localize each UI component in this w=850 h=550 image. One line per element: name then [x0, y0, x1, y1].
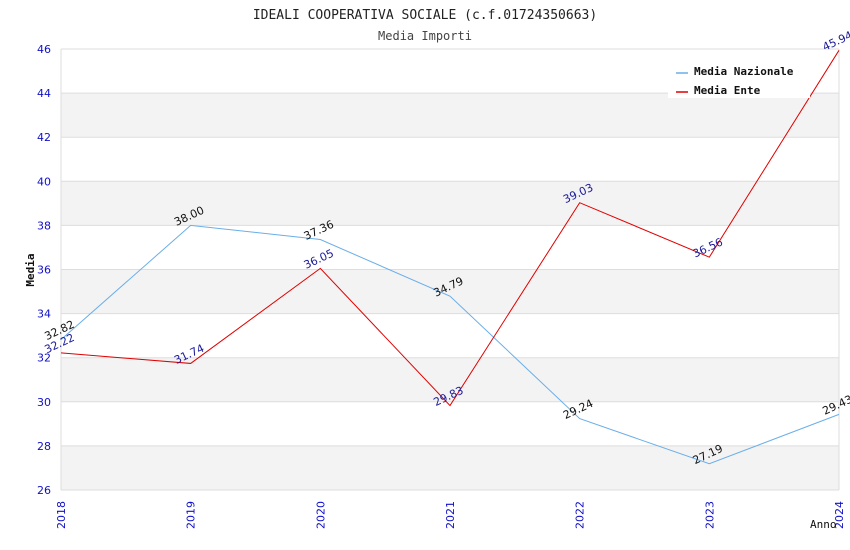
y-tick-label: 28	[37, 440, 51, 453]
y-tick-label: 36	[37, 264, 51, 277]
grid-lines	[60, 48, 840, 491]
x-tick-label: 2022	[574, 501, 587, 529]
plot-band	[61, 93, 839, 138]
plot-band	[61, 357, 839, 402]
x-tick-label: 2023	[703, 501, 716, 529]
plot-band	[61, 269, 839, 314]
y-axis-ticks: 26 28 30 32 34 36 38 40 42 44 46	[37, 43, 51, 497]
y-axis-label: Media	[24, 253, 37, 286]
x-tick-label: 2018	[55, 501, 68, 529]
plot-band	[61, 225, 839, 270]
y-tick-label: 46	[37, 43, 51, 56]
plot-band	[61, 137, 839, 182]
y-tick-label: 32	[37, 352, 51, 365]
y-tick-label: 40	[37, 175, 51, 188]
x-tick-label: 2024	[833, 501, 846, 529]
legend-entry-media-ente: Media Ente	[694, 84, 761, 97]
y-tick-label: 44	[37, 87, 51, 100]
y-tick-label: 26	[37, 484, 51, 497]
series-lines	[60, 50, 840, 465]
x-axis-label: Anno	[810, 518, 837, 531]
legend-box	[668, 60, 810, 98]
chart-subtitle: Media Importi	[378, 29, 472, 43]
y-tick-label: 38	[37, 219, 51, 232]
x-tick-label: 2019	[185, 501, 198, 529]
chart-title: IDEALI COOPERATIVA SOCIALE (c.f.01724350…	[253, 8, 597, 23]
legend-entry-media-nazionale: Media Nazionale	[694, 65, 794, 78]
plot-band	[61, 401, 839, 446]
plot-background	[61, 49, 839, 490]
plot-band	[61, 445, 839, 490]
x-axis-ticks: 2018 2019 2020 2021 2022 2023 2024	[55, 501, 846, 529]
y-tick-label: 30	[37, 396, 51, 409]
plot-band	[61, 313, 839, 358]
series-line-media-ente	[60, 50, 840, 407]
y-tick-label: 34	[37, 308, 51, 321]
legend: Media Nazionale Media Ente	[668, 60, 810, 98]
plot-band	[61, 181, 839, 226]
series-line-media-nazionale	[60, 224, 840, 465]
y-tick-label: 42	[37, 131, 51, 144]
x-tick-label: 2020	[314, 501, 327, 529]
x-tick-label: 2021	[444, 501, 457, 529]
